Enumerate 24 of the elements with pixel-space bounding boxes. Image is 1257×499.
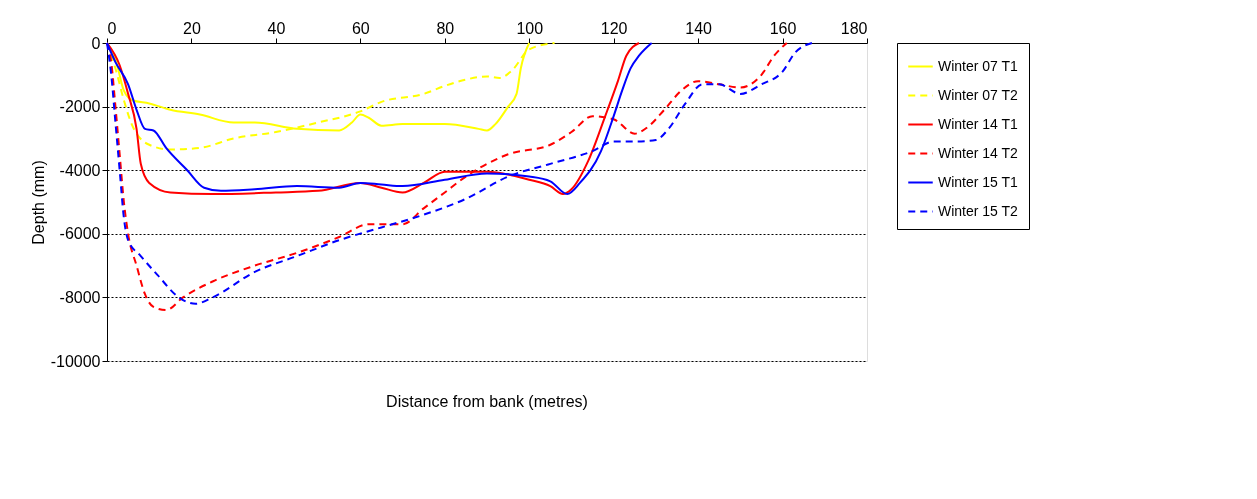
legend-label: Winter 14 T1 <box>938 115 1019 132</box>
y-axis-title: Depth (mm) <box>29 160 47 245</box>
x-tick-label: 120 <box>600 19 628 37</box>
x-tick-label: 100 <box>516 19 544 37</box>
legend-label: Winter 15 T1 <box>938 173 1019 190</box>
y-tick-label: -4000 <box>59 161 101 179</box>
legend-label: Winter 14 T2 <box>938 144 1019 161</box>
x-tick-label: 180 <box>840 19 868 37</box>
legend-label: Winter 15 T2 <box>938 202 1019 219</box>
x-tick-label: 140 <box>685 19 713 37</box>
x-tick-label: 20 <box>183 19 201 37</box>
legend-label: Winter 07 T2 <box>938 86 1019 103</box>
x-tick-label: 160 <box>769 19 797 37</box>
x-tick-label: 60 <box>351 19 370 37</box>
x-axis-title: Distance from bank (metres) <box>386 393 588 410</box>
y-tick-label: 0 <box>91 34 101 52</box>
y-tick-label: -2000 <box>59 98 101 116</box>
y-tick-label: -8000 <box>59 288 101 306</box>
x-tick-label: 80 <box>436 19 455 37</box>
y-tick-label: -6000 <box>59 225 101 243</box>
y-tick-label: -10000 <box>50 352 101 370</box>
x-tick-label: 0 <box>107 19 117 37</box>
legend-label: Winter 07 T1 <box>938 57 1019 74</box>
x-tick-label: 40 <box>267 19 286 37</box>
